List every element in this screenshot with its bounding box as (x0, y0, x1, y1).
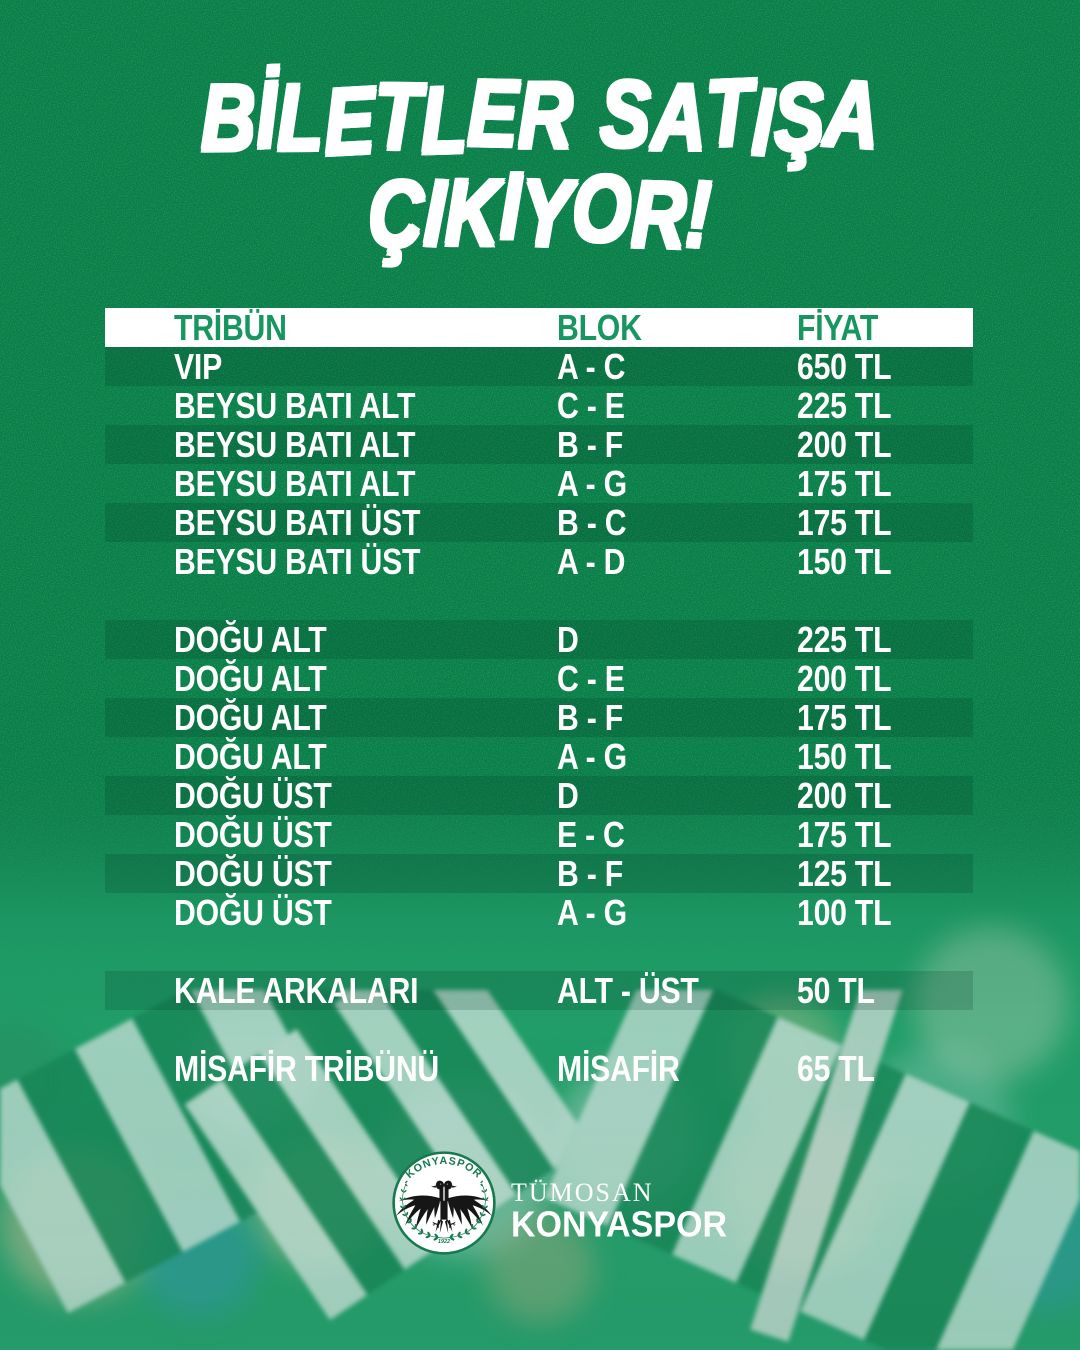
svg-text:1922: 1922 (438, 1239, 451, 1245)
